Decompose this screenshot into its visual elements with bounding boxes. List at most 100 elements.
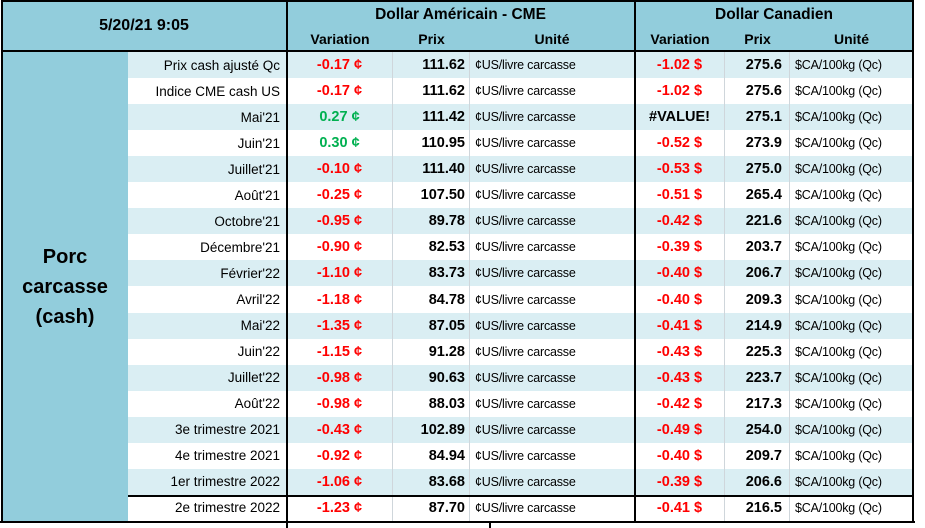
us-price-cell[interactable]: 87.05	[393, 312, 470, 339]
us-price-cell[interactable]: 111.62	[393, 52, 470, 79]
us-group-header[interactable]: Dollar Américain - CME Variation Prix Un…	[287, 0, 634, 51]
row-label-cell[interactable]: Décembre'21	[200, 239, 280, 255]
us-variation-cell[interactable]: 0.27 ¢	[287, 104, 393, 131]
us-price-cell[interactable]: 102.89	[393, 416, 470, 443]
row-label-cell[interactable]: 4e trimestre 2021	[174, 448, 280, 464]
ca-variation-cell[interactable]: -0.42 $	[635, 390, 725, 417]
us-price-cell[interactable]: 89.78	[393, 208, 470, 235]
us-variation-cell[interactable]: -1.23 ¢	[287, 494, 393, 521]
us-unit-cell[interactable]: ¢US/livre carcasse	[475, 500, 576, 515]
ca-unit-cell[interactable]: $CA/100kg (Qc)	[795, 162, 882, 177]
row-label-cell[interactable]: Juillet'21	[227, 161, 280, 177]
us-unit-cell[interactable]: ¢US/livre carcasse	[475, 188, 576, 203]
us-variation-cell[interactable]: -0.43 ¢	[287, 416, 393, 443]
us-variation-cell[interactable]: -0.17 ¢	[287, 52, 393, 79]
ca-variation-cell[interactable]: -0.49 $	[635, 416, 725, 443]
ca-unit-cell[interactable]: $CA/100kg (Qc)	[795, 500, 882, 515]
us-unit-cell[interactable]: ¢US/livre carcasse	[475, 58, 576, 73]
row-label-cell[interactable]: Février'22	[220, 265, 280, 281]
ca-variation-cell[interactable]: -0.40 $	[635, 286, 725, 313]
ca-variation-cell[interactable]: -0.41 $	[635, 312, 725, 339]
row-label-cell[interactable]: Juin'21	[237, 135, 280, 151]
ca-price-cell[interactable]: 275.1	[725, 104, 790, 131]
ca-unit-cell[interactable]: $CA/100kg (Qc)	[795, 188, 882, 203]
ca-variation-cell[interactable]: #VALUE!	[635, 104, 725, 131]
us-price-cell[interactable]: 111.42	[393, 104, 470, 131]
ca-price-cell[interactable]: 221.6	[725, 208, 790, 235]
ca-variation-cell[interactable]: -0.52 $	[635, 130, 725, 157]
ca-variation-cell[interactable]: -0.53 $	[635, 156, 725, 183]
us-price-cell[interactable]: 83.68	[393, 468, 470, 495]
ca-price-cell[interactable]: 206.6	[725, 468, 790, 495]
ca-price-cell[interactable]: 223.7	[725, 364, 790, 391]
ca-variation-cell[interactable]: -0.42 $	[635, 208, 725, 235]
row-label-cell[interactable]: 3e trimestre 2021	[174, 422, 280, 438]
ca-variation-cell[interactable]: -0.51 $	[635, 182, 725, 209]
row-label-cell[interactable]: 1er trimestre 2022	[170, 474, 280, 490]
us-price-cell[interactable]: 111.40	[393, 156, 470, 183]
us-price-cell[interactable]: 111.62	[393, 78, 470, 105]
ca-variation-cell[interactable]: -0.39 $	[635, 234, 725, 261]
us-unit-cell[interactable]: ¢US/livre carcasse	[475, 214, 576, 229]
us-unit-cell[interactable]: ¢US/livre carcasse	[475, 422, 576, 437]
us-unit-cell[interactable]: ¢US/livre carcasse	[475, 110, 576, 125]
us-price-cell[interactable]: 107.50	[393, 182, 470, 209]
ca-unit-cell[interactable]: $CA/100kg (Qc)	[795, 396, 882, 411]
ca-price-cell[interactable]: 209.3	[725, 286, 790, 313]
ca-price-cell[interactable]: 273.9	[725, 130, 790, 157]
ca-unit-cell[interactable]: $CA/100kg (Qc)	[795, 292, 882, 307]
us-variation-cell[interactable]: -0.95 ¢	[287, 208, 393, 235]
us-unit-cell[interactable]: ¢US/livre carcasse	[475, 344, 576, 359]
us-price-cell[interactable]: 88.03	[393, 390, 470, 417]
ca-unit-cell[interactable]: $CA/100kg (Qc)	[795, 422, 882, 437]
column-header-ca-variation[interactable]: Variation	[650, 30, 710, 47]
ca-unit-cell[interactable]: $CA/100kg (Qc)	[795, 448, 882, 463]
row-label-cell[interactable]: Prix cash ajusté Qc	[163, 57, 280, 73]
us-variation-cell[interactable]: -0.98 ¢	[287, 364, 393, 391]
ca-price-cell[interactable]: 225.3	[725, 338, 790, 365]
us-unit-cell[interactable]: ¢US/livre carcasse	[475, 136, 576, 151]
us-price-cell[interactable]: 110.95	[393, 130, 470, 157]
row-group-cell[interactable]: Porc carcasse (cash)	[2, 52, 128, 521]
ca-unit-cell[interactable]: $CA/100kg (Qc)	[795, 370, 882, 385]
ca-group-header[interactable]: Dollar Canadien Variation Prix Unité	[635, 0, 913, 51]
ca-price-cell[interactable]: 216.5	[725, 494, 790, 521]
us-price-cell[interactable]: 84.78	[393, 286, 470, 313]
ca-price-cell[interactable]: 265.4	[725, 182, 790, 209]
us-price-cell[interactable]: 82.53	[393, 234, 470, 261]
column-header-us-unite[interactable]: Unité	[534, 30, 570, 47]
ca-unit-cell[interactable]: $CA/100kg (Qc)	[795, 344, 882, 359]
column-header-ca-prix[interactable]: Prix	[744, 30, 771, 47]
us-unit-cell[interactable]: ¢US/livre carcasse	[475, 266, 576, 281]
us-variation-cell[interactable]: -1.18 ¢	[287, 286, 393, 313]
ca-unit-cell[interactable]: $CA/100kg (Qc)	[795, 318, 882, 333]
ca-price-cell[interactable]: 275.0	[725, 156, 790, 183]
us-variation-cell[interactable]: -0.10 ¢	[287, 156, 393, 183]
column-header-us-variation[interactable]: Variation	[310, 30, 370, 47]
ca-price-cell[interactable]: 203.7	[725, 234, 790, 261]
us-variation-cell[interactable]: -1.35 ¢	[287, 312, 393, 339]
ca-price-cell[interactable]: 206.7	[725, 260, 790, 287]
ca-price-cell[interactable]: 275.6	[725, 78, 790, 105]
timestamp-cell[interactable]: 5/20/21 9:05	[2, 0, 286, 51]
us-price-cell[interactable]: 84.94	[393, 442, 470, 469]
us-price-cell[interactable]: 90.63	[393, 364, 470, 391]
ca-variation-cell[interactable]: -0.39 $	[635, 468, 725, 495]
ca-unit-cell[interactable]: $CA/100kg (Qc)	[795, 110, 882, 125]
ca-unit-cell[interactable]: $CA/100kg (Qc)	[795, 136, 882, 151]
ca-unit-cell[interactable]: $CA/100kg (Qc)	[795, 214, 882, 229]
ca-price-cell[interactable]: 275.6	[725, 52, 790, 79]
us-variation-cell[interactable]: 0.30 ¢	[287, 130, 393, 157]
ca-variation-cell[interactable]: -0.40 $	[635, 260, 725, 287]
row-label-cell[interactable]: 2e trimestre 2022	[174, 500, 280, 516]
column-header-us-prix[interactable]: Prix	[418, 30, 445, 47]
us-variation-cell[interactable]: -1.06 ¢	[287, 468, 393, 495]
us-unit-cell[interactable]: ¢US/livre carcasse	[475, 162, 576, 177]
us-price-cell[interactable]: 83.73	[393, 260, 470, 287]
us-variation-cell[interactable]: -0.25 ¢	[287, 182, 393, 209]
us-price-cell[interactable]: 87.70	[393, 494, 470, 521]
ca-price-cell[interactable]: 209.7	[725, 442, 790, 469]
ca-variation-cell[interactable]: -0.40 $	[635, 442, 725, 469]
us-unit-cell[interactable]: ¢US/livre carcasse	[475, 318, 576, 333]
row-label-cell[interactable]: Mai'22	[240, 318, 280, 334]
